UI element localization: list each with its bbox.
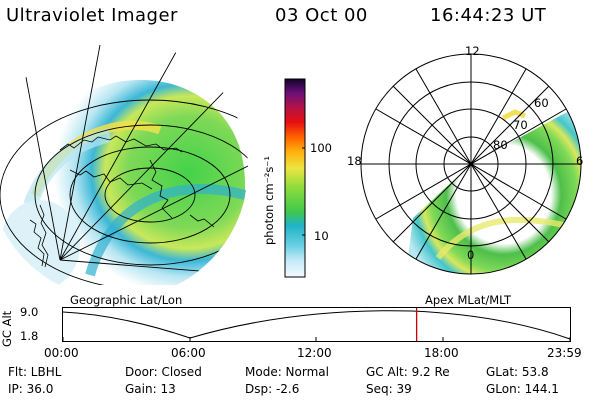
colorbar-tick-10: 10 (314, 229, 329, 243)
mlt-label-18: 18 (347, 154, 362, 168)
alt-xtick-0000: 00:00 (44, 346, 79, 360)
alt-ytick-1-8: 1.8 (20, 329, 39, 343)
mlat-label-80: 80 (493, 138, 508, 152)
filter-info: Flt: LBHL (8, 365, 62, 379)
colorbar (284, 78, 306, 278)
alt-xtick-0600: 06:00 (171, 346, 206, 360)
mlt-label-0: 0 (467, 248, 475, 262)
time-label: 16:44:23 UT (430, 5, 547, 26)
mlat-label-70: 70 (513, 118, 528, 132)
door-info: Door: Closed (125, 365, 202, 379)
colorbar-unit-label: photon cm⁻²s⁻¹ (262, 156, 276, 245)
instrument-title: Ultraviolet Imager (6, 5, 178, 26)
alt-xtick-1800: 18:00 (424, 346, 459, 360)
polar-plot (360, 53, 582, 275)
geographic-image (0, 45, 248, 285)
colorbar-tick-100: 100 (310, 141, 332, 155)
mlat-label-60: 60 (534, 96, 549, 110)
gc-alt-info: GC Alt: 9.2 Re (366, 365, 450, 379)
glon-info: GLon: 144.1 (486, 382, 559, 396)
left-panel-label: Geographic Lat/Lon (70, 293, 183, 307)
dsp-info: Dsp: -2.6 (245, 382, 300, 396)
alt-xtick-1200: 12:00 (297, 346, 332, 360)
mlt-label-12: 12 (465, 44, 480, 58)
gain-info: Gain: 13 (125, 382, 176, 396)
mode-info: Mode: Normal (245, 365, 329, 379)
altitude-plot (62, 307, 571, 342)
right-panel-label: Apex MLat/MLT (425, 293, 512, 307)
seq-info: Seq: 39 (366, 382, 412, 396)
alt-ylabel: GC Alt (0, 310, 14, 347)
ip-info: IP: 36.0 (8, 382, 54, 396)
mlt-label-6: 6 (576, 154, 584, 168)
glat-info: GLat: 53.8 (486, 365, 549, 379)
alt-ytick-9: 9.0 (20, 305, 39, 319)
date-label: 03 Oct 00 (275, 5, 368, 26)
alt-xtick-2359: 23:59 (547, 346, 582, 360)
